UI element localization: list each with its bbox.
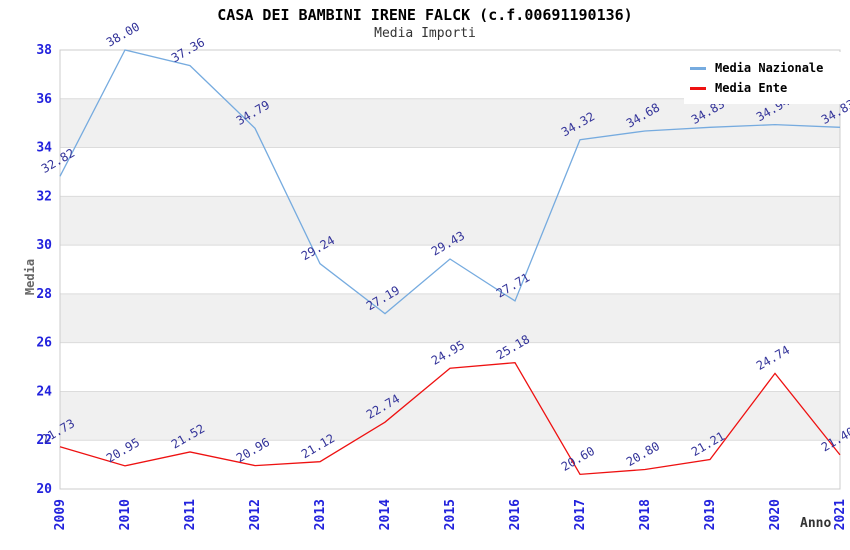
svg-text:20.80: 20.80 (624, 439, 662, 469)
series-line-0 (59, 49, 841, 315)
x-tick-labels: 2009 2010 2011 2012 2013 2014 2015 2016 2017 2018… (53, 499, 848, 530)
svg-text:21.73: 21.73 (39, 416, 77, 446)
svg-text:37.36: 37.36 (169, 35, 207, 65)
chart-legend: Media Nazionale Media Ente (684, 52, 842, 104)
series-line-1 (59, 361, 841, 476)
svg-text:24: 24 (36, 384, 52, 399)
svg-text:34: 34 (36, 141, 52, 156)
svg-text:24.74: 24.74 (754, 343, 792, 373)
svg-text:22: 22 (36, 433, 52, 448)
svg-text:2011: 2011 (183, 499, 198, 530)
svg-text:26: 26 (36, 336, 52, 351)
y-tick-labels: 20 22 24 26 28 30 32 34 36 38 (36, 43, 52, 497)
gridlines (60, 98, 840, 441)
legend-item-media-ente: Media Ente (690, 78, 842, 98)
chart-subtitle: Media Importi (374, 26, 476, 41)
svg-text:30: 30 (36, 238, 52, 253)
media-ente-line-swatch-icon (690, 86, 706, 90)
svg-text:2021: 2021 (833, 499, 848, 530)
svg-text:2016: 2016 (508, 499, 523, 530)
legend-item-media-nazionale: Media Nazionale (690, 58, 842, 78)
svg-text:2018: 2018 (638, 499, 653, 530)
svg-text:2015: 2015 (443, 499, 458, 530)
svg-text:2014: 2014 (378, 499, 393, 530)
svg-text:2009: 2009 (53, 499, 68, 530)
x-axis-title: Anno (800, 516, 832, 531)
svg-text:38: 38 (36, 43, 52, 58)
y-axis-title: Media (23, 258, 38, 296)
media-nazionale-line-swatch-icon (690, 66, 706, 70)
svg-text:2020: 2020 (768, 499, 783, 530)
legend-label: Media Nazionale (715, 61, 824, 75)
svg-text:38.00: 38.00 (104, 19, 142, 49)
svg-text:28: 28 (36, 287, 52, 302)
page-title: CASA DEI BAMBINI IRENE FALCK (c.f.006911… (217, 6, 633, 24)
svg-text:36: 36 (36, 92, 52, 107)
svg-text:2013: 2013 (313, 499, 328, 530)
svg-text:20: 20 (36, 482, 52, 497)
plot-border (59, 49, 841, 490)
svg-text:2012: 2012 (248, 499, 263, 530)
svg-text:2010: 2010 (118, 499, 133, 530)
background-bands (60, 98, 840, 441)
svg-text:32: 32 (36, 189, 52, 204)
svg-text:2017: 2017 (573, 499, 588, 530)
svg-text:2019: 2019 (703, 499, 718, 530)
legend-label: Media Ente (715, 81, 788, 95)
